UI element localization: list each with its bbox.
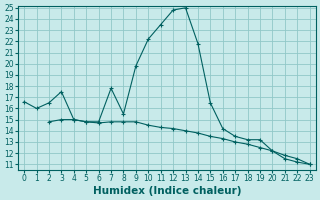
X-axis label: Humidex (Indice chaleur): Humidex (Indice chaleur): [93, 186, 241, 196]
